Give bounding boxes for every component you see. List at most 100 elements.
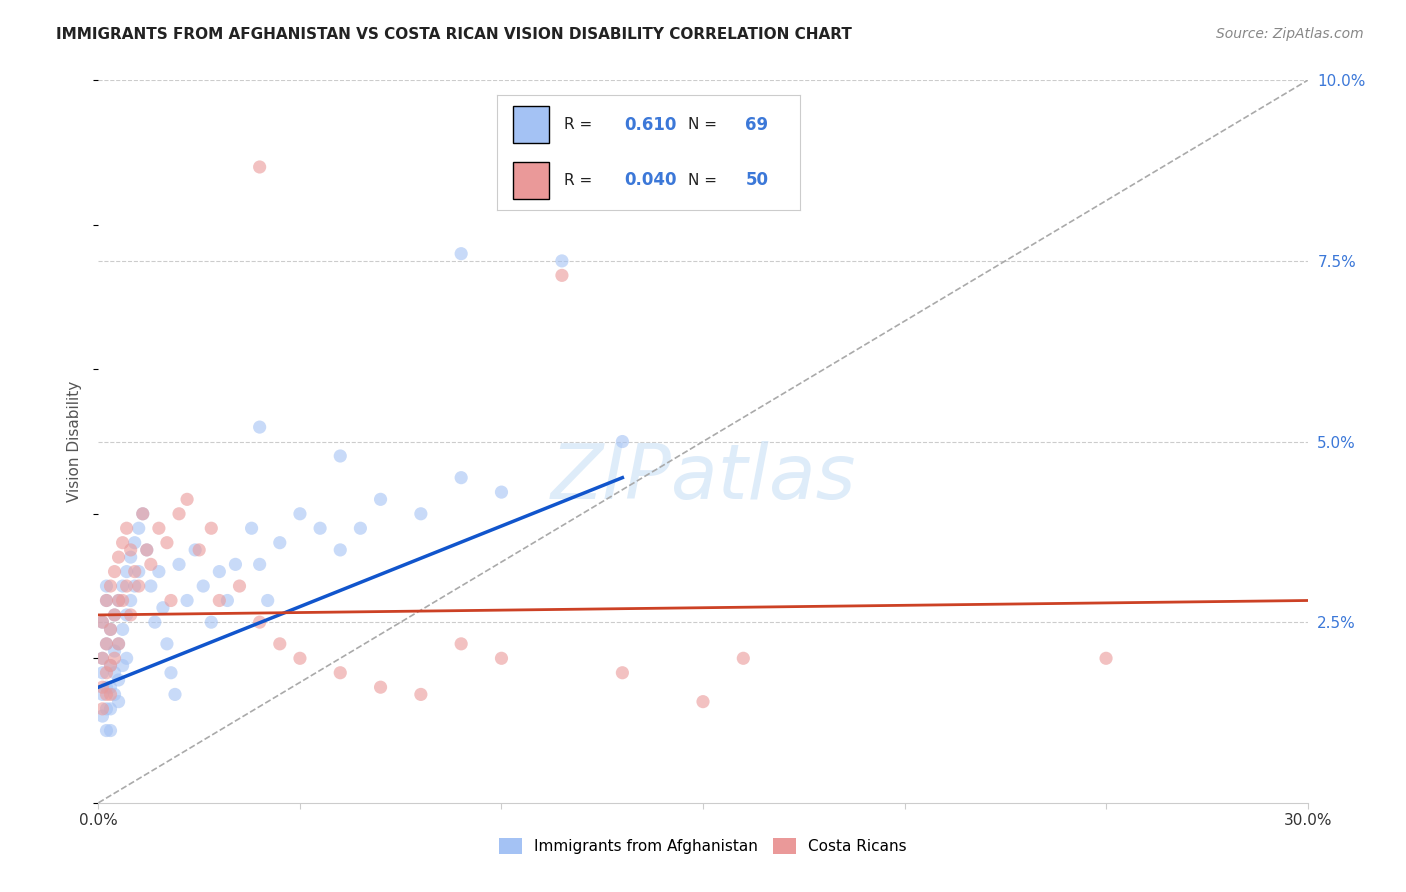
Point (111, 658, 134, 673)
Point (200, 615, 222, 630)
Point (450, 471, 472, 485)
Point (128, 579, 150, 593)
Point (91, 615, 114, 630)
Point (288, 507, 311, 521)
Point (409, 687, 432, 701)
Point (115, 651, 138, 665)
Point (167, 558, 190, 572)
Point (115, 565, 138, 579)
Point (91, 651, 114, 665)
Point (329, 449, 352, 463)
Point (176, 593, 198, 607)
Point (612, 434, 634, 449)
Text: Source: ZipAtlas.com: Source: ZipAtlas.com (1216, 27, 1364, 41)
Point (167, 507, 190, 521)
Point (193, 579, 215, 593)
Point (163, 687, 186, 701)
Point (111, 535, 134, 549)
Point (208, 593, 231, 607)
Point (409, 507, 432, 521)
Point (96, 593, 118, 607)
Point (160, 665, 183, 680)
Point (188, 542, 211, 557)
Point (91, 680, 114, 694)
Point (96, 665, 118, 680)
Point (96, 637, 118, 651)
Point (143, 615, 166, 630)
Point (120, 607, 142, 622)
Point (96, 723, 118, 738)
Point (132, 507, 155, 521)
Point (228, 579, 250, 593)
Point (269, 535, 291, 549)
Point (551, 268, 574, 283)
Point (103, 651, 125, 665)
Point (100, 623, 122, 637)
Point (249, 160, 271, 174)
Point (329, 665, 352, 680)
Point (115, 607, 138, 622)
Point (91, 615, 114, 630)
Point (96, 637, 118, 651)
Point (91, 665, 114, 680)
Point (103, 607, 125, 622)
Point (107, 695, 129, 709)
Point (256, 593, 278, 607)
Point (551, 254, 574, 268)
Point (135, 542, 157, 557)
Point (103, 644, 125, 658)
Point (612, 665, 634, 680)
Text: IMMIGRANTS FROM AFGHANISTAN VS COSTA RICAN VISION DISABILITY CORRELATION CHART: IMMIGRANTS FROM AFGHANISTAN VS COSTA RIC… (56, 27, 852, 42)
Point (120, 593, 142, 607)
Point (217, 593, 239, 607)
Point (200, 521, 222, 535)
Point (91, 687, 114, 701)
Point (96, 593, 118, 607)
Point (240, 521, 263, 535)
Point (100, 579, 122, 593)
Point (249, 420, 271, 434)
Point (100, 702, 122, 716)
Point (107, 593, 129, 607)
Point (103, 665, 125, 680)
Point (148, 565, 170, 579)
Point (309, 521, 332, 535)
Point (100, 623, 122, 637)
Point (208, 565, 231, 579)
Point (156, 535, 179, 549)
Point (111, 623, 134, 637)
Point (96, 702, 118, 716)
Point (124, 535, 146, 549)
Point (148, 521, 170, 535)
Point (128, 565, 150, 579)
Point (370, 680, 392, 694)
Y-axis label: Vision Disability: Vision Disability (67, 381, 83, 502)
Point (107, 593, 129, 607)
Point (450, 246, 472, 260)
Point (370, 492, 392, 507)
Point (124, 565, 146, 579)
Point (491, 651, 513, 665)
Point (103, 565, 125, 579)
Point (100, 658, 122, 673)
Point (224, 558, 246, 572)
Point (135, 542, 157, 557)
Point (107, 550, 129, 565)
Point (249, 615, 271, 630)
Point (107, 673, 129, 687)
Point (249, 558, 271, 572)
Point (349, 521, 371, 535)
Point (120, 542, 142, 557)
Point (111, 579, 134, 593)
Point (91, 709, 114, 723)
Point (100, 658, 122, 673)
Legend: Immigrants from Afghanistan, Costa Ricans: Immigrants from Afghanistan, Costa Rican… (494, 832, 912, 860)
Point (111, 593, 134, 607)
Point (152, 600, 174, 615)
Point (107, 637, 129, 651)
Point (139, 558, 162, 572)
Point (96, 680, 118, 694)
Point (115, 521, 138, 535)
Point (269, 637, 291, 651)
Point (132, 507, 155, 521)
